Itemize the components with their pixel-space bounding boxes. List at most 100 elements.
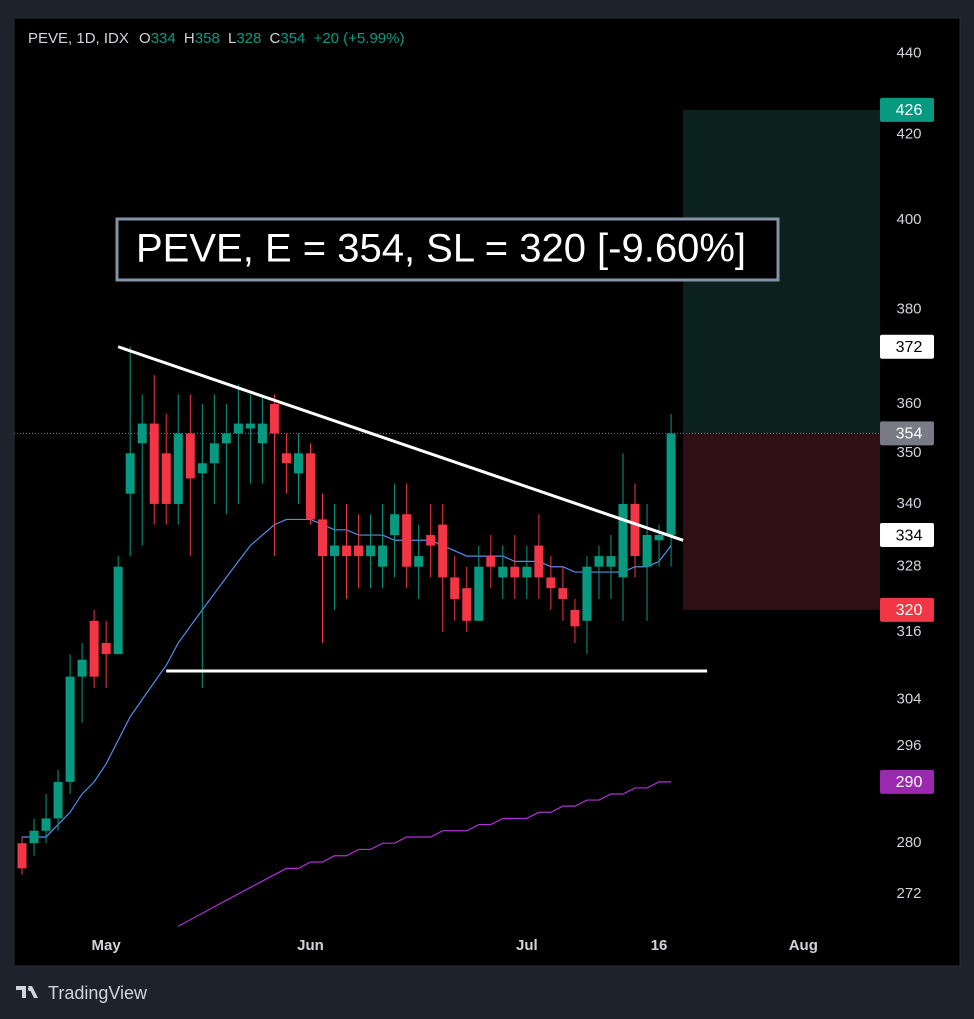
price-label: 334 xyxy=(896,527,923,544)
x-tick-label: Jun xyxy=(297,937,324,954)
candle-body xyxy=(390,514,400,536)
x-tick-label: 16 xyxy=(651,937,668,954)
candle-body xyxy=(378,545,388,567)
candle-body xyxy=(558,588,568,599)
moving-average xyxy=(177,781,672,927)
price-label-box xyxy=(880,769,934,794)
y-tick-label: 280 xyxy=(896,834,921,851)
ohlc-value: 328 xyxy=(236,30,261,47)
annotation: PEVE, E = 354, SL = 320 [-9.60%] xyxy=(136,227,746,271)
x-tick-label: Jul xyxy=(516,937,538,954)
candle-body xyxy=(522,566,532,578)
candle-body xyxy=(630,503,640,557)
candle-body xyxy=(245,423,255,429)
plot: 440 420 400 380 360 350 340 328 316 304 296 280 272 M… xyxy=(14,44,934,954)
candle-body xyxy=(89,620,99,677)
chart-header: PEVE, 1D, IDX O334 H358 L328 C354 +20 (+… xyxy=(28,30,404,47)
candle-body xyxy=(462,588,472,621)
y-tick-label: 440 xyxy=(896,44,921,61)
candle-body xyxy=(137,423,147,444)
candle-body xyxy=(654,535,664,541)
candle-body xyxy=(197,463,207,474)
candle-body xyxy=(510,566,520,578)
candle-body xyxy=(666,433,676,536)
candle-body xyxy=(474,566,484,621)
candle-body xyxy=(185,433,195,479)
candle-body xyxy=(426,535,436,546)
candle-body xyxy=(305,453,315,520)
annotation-box xyxy=(115,217,780,282)
price-label: 290 xyxy=(896,774,923,791)
candle-body xyxy=(65,676,75,782)
price-label: 372 xyxy=(896,339,923,356)
price-label-box xyxy=(880,597,934,622)
candle-body xyxy=(41,818,51,831)
price-label: 426 xyxy=(896,102,923,119)
ohlc-value: 354 xyxy=(280,30,305,47)
y-tick-label: 340 xyxy=(896,495,921,512)
candle-body xyxy=(498,566,508,578)
candle-body xyxy=(318,519,327,557)
y-tick-label: 296 xyxy=(896,737,921,754)
price-label-box xyxy=(880,97,934,122)
y-tick-label: 328 xyxy=(896,558,921,575)
y-tick-label: 380 xyxy=(896,301,921,318)
ohlc-value: 358 xyxy=(195,30,220,47)
candle-body xyxy=(161,453,171,504)
ohlc-label: C xyxy=(270,30,281,47)
y-tick-label: 272 xyxy=(896,885,921,902)
candle-body xyxy=(330,545,340,557)
logo-mark xyxy=(16,986,38,998)
logo-dot xyxy=(28,987,32,991)
candle-body xyxy=(582,566,592,621)
candle-body xyxy=(546,577,556,589)
x-tick-label: May xyxy=(92,937,122,954)
candle-body xyxy=(594,556,604,567)
symbol: PEVE, 1D, IDX xyxy=(28,30,129,47)
candle-body xyxy=(257,423,267,444)
candle-body xyxy=(77,659,87,677)
candle-body xyxy=(450,577,460,599)
price-label-box xyxy=(880,334,934,359)
price-label: 320 xyxy=(896,602,923,619)
candle-body xyxy=(17,843,27,869)
candle-body xyxy=(149,423,159,504)
candle-body xyxy=(29,830,39,844)
y-tick-label: 400 xyxy=(896,211,921,228)
candle-body xyxy=(354,545,364,557)
candle-body xyxy=(269,404,279,434)
x-tick-label: Aug xyxy=(789,937,818,954)
ohlc-label: L xyxy=(228,30,236,47)
candle-body xyxy=(366,545,376,557)
candle-body xyxy=(618,503,628,578)
y-tick-label: 316 xyxy=(896,623,921,640)
candle-body xyxy=(101,642,111,655)
candle-body xyxy=(113,566,123,655)
candle-body xyxy=(281,453,291,464)
y-tick-label: 420 xyxy=(896,126,921,143)
candle-body xyxy=(233,423,243,434)
candle-body xyxy=(486,556,496,567)
y-tick-label: 304 xyxy=(896,690,921,707)
candle-body xyxy=(125,453,135,494)
loss-zone xyxy=(683,433,880,610)
candle-body xyxy=(53,781,63,819)
price-label: 354 xyxy=(896,426,923,443)
candle-body xyxy=(293,453,303,474)
candle-body xyxy=(534,545,544,578)
brand-logo xyxy=(16,986,38,998)
ohlc-label: O xyxy=(139,30,151,47)
candle-body xyxy=(402,514,412,567)
candle-body xyxy=(342,545,352,557)
candle-body xyxy=(606,556,616,567)
brand: TradingView xyxy=(48,983,148,1003)
ohlc-value: 334 xyxy=(151,30,176,47)
change: +20 (+5.99%) xyxy=(314,30,405,47)
y-tick-label: 350 xyxy=(896,444,921,461)
candle-body xyxy=(642,535,652,567)
price-label-box xyxy=(880,421,934,446)
candle-body xyxy=(414,556,424,567)
ohlc-label: H xyxy=(184,30,195,47)
